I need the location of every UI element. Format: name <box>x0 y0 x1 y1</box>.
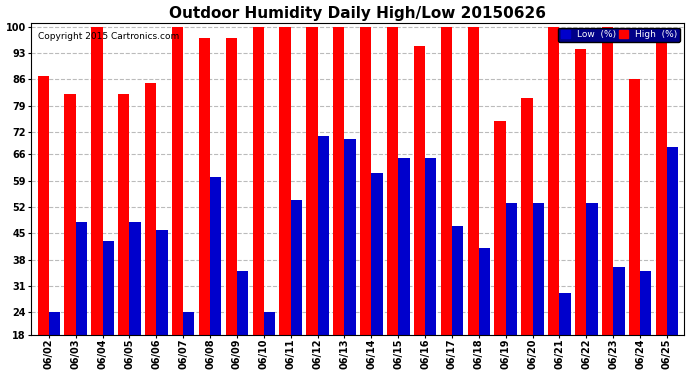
Bar <box>172 27 184 334</box>
Bar <box>414 46 425 334</box>
Bar <box>533 203 544 334</box>
Bar <box>548 27 560 334</box>
Bar <box>118 94 130 334</box>
Bar <box>306 27 317 334</box>
Bar <box>495 121 506 334</box>
Bar <box>253 27 264 334</box>
Bar <box>360 27 371 334</box>
Legend: Low  (%), High  (%): Low (%), High (%) <box>558 28 680 42</box>
Bar <box>560 293 571 334</box>
Bar <box>279 27 290 334</box>
Bar <box>199 38 210 334</box>
Bar <box>522 98 533 334</box>
Bar <box>656 31 667 334</box>
Bar <box>76 222 87 334</box>
Bar <box>290 200 302 334</box>
Bar <box>468 27 479 334</box>
Bar <box>441 27 452 334</box>
Bar <box>237 271 248 334</box>
Bar <box>184 312 195 334</box>
Bar <box>425 158 436 334</box>
Bar <box>49 312 60 334</box>
Bar <box>667 147 678 334</box>
Bar <box>157 230 168 334</box>
Bar <box>387 27 398 334</box>
Bar <box>452 226 463 334</box>
Bar <box>344 140 356 334</box>
Bar <box>629 80 640 334</box>
Bar <box>506 203 517 334</box>
Bar <box>64 94 76 334</box>
Bar <box>479 248 490 334</box>
Bar <box>602 27 613 334</box>
Bar <box>210 177 221 334</box>
Bar <box>613 267 624 334</box>
Bar <box>91 27 103 334</box>
Title: Outdoor Humidity Daily High/Low 20150626: Outdoor Humidity Daily High/Low 20150626 <box>170 6 546 21</box>
Bar <box>103 241 114 334</box>
Bar <box>371 173 383 334</box>
Bar <box>586 203 598 334</box>
Bar <box>398 158 409 334</box>
Bar <box>333 27 344 334</box>
Bar <box>575 50 586 334</box>
Bar <box>317 136 329 334</box>
Text: Copyright 2015 Cartronics.com: Copyright 2015 Cartronics.com <box>38 33 179 42</box>
Bar <box>130 222 141 334</box>
Bar <box>226 38 237 334</box>
Bar <box>145 83 157 334</box>
Bar <box>640 271 651 334</box>
Bar <box>264 312 275 334</box>
Bar <box>37 76 49 334</box>
